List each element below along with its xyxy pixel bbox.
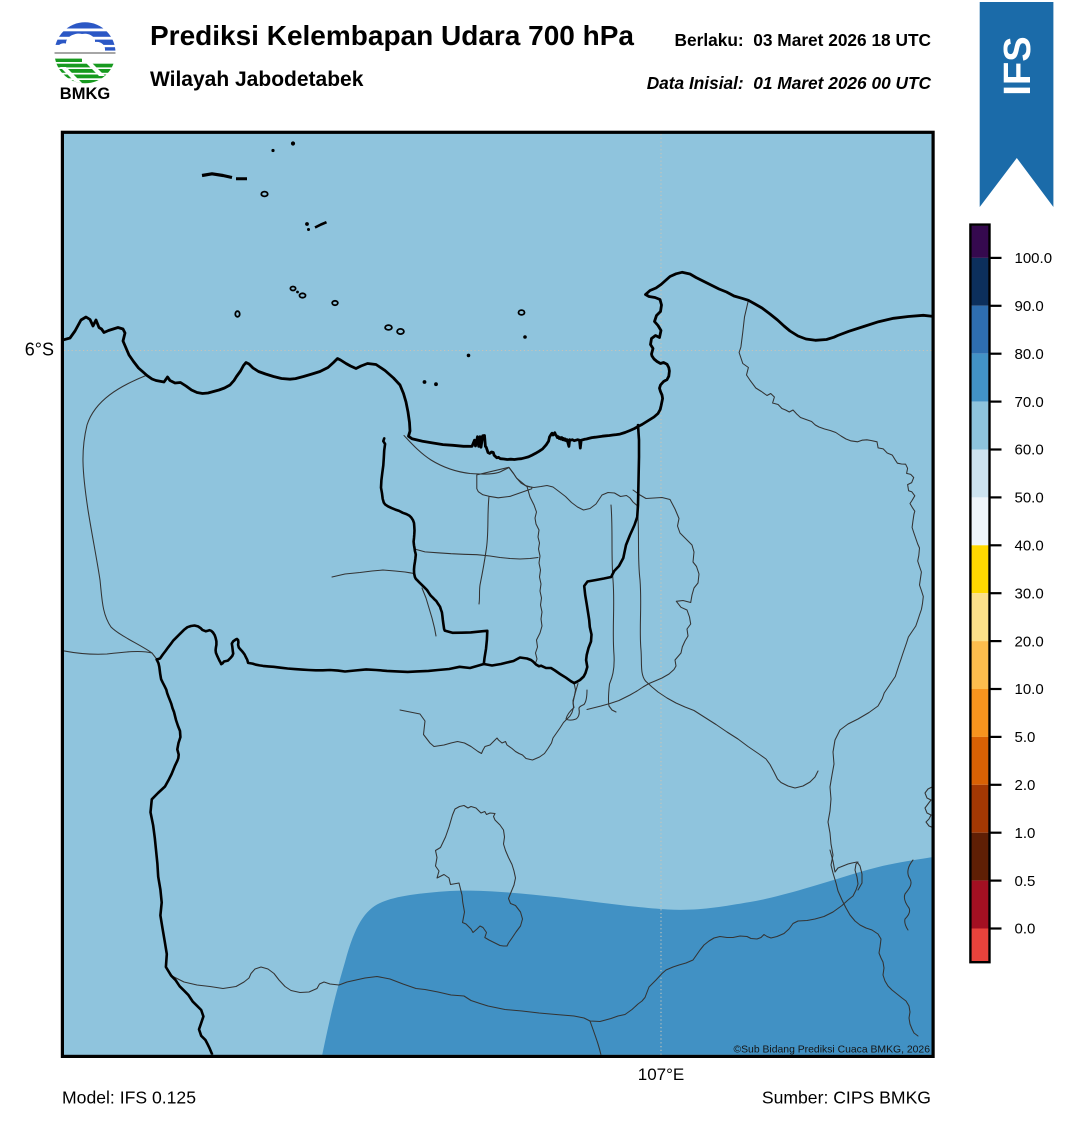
svg-text:5.0: 5.0 [1015, 729, 1036, 746]
svg-text:IFS: IFS [997, 36, 1039, 95]
svg-text:20.0: 20.0 [1015, 633, 1044, 650]
svg-text:BMKG: BMKG [60, 85, 110, 103]
svg-text:107°E: 107°E [638, 1065, 685, 1084]
svg-text:Wilayah Jabodetabek: Wilayah Jabodetabek [150, 68, 364, 91]
svg-text:2.0: 2.0 [1015, 777, 1036, 794]
svg-text:Berlaku: 03 Maret 2026 18 UTC: Berlaku: 03 Maret 2026 18 UTC [675, 30, 931, 50]
svg-text:6°S: 6°S [25, 340, 54, 360]
svg-text:40.0: 40.0 [1015, 538, 1044, 555]
svg-text:30.0: 30.0 [1015, 585, 1044, 602]
svg-text:90.0: 90.0 [1015, 298, 1044, 315]
svg-text:10.0: 10.0 [1015, 681, 1044, 698]
svg-text:Data Inisial: 01 Maret 2026 0: Data Inisial: 01 Maret 2026 00 UTC [647, 73, 932, 93]
svg-text:0.5: 0.5 [1015, 873, 1036, 890]
svg-text:Model: IFS 0.125: Model: IFS 0.125 [62, 1088, 196, 1108]
svg-text:0.0: 0.0 [1015, 921, 1036, 938]
svg-text:50.0: 50.0 [1015, 490, 1044, 507]
svg-text:Sumber: CIPS BMKG: Sumber: CIPS BMKG [762, 1088, 931, 1108]
svg-text:Prediksi Kelembapan Udara 700: Prediksi Kelembapan Udara 700 hPa [150, 20, 634, 51]
svg-text:70.0: 70.0 [1015, 394, 1044, 411]
svg-text:60.0: 60.0 [1015, 442, 1044, 459]
svg-text:80.0: 80.0 [1015, 346, 1044, 363]
svg-text:100.0: 100.0 [1015, 250, 1053, 267]
svg-text:1.0: 1.0 [1015, 825, 1036, 842]
svg-text:©Sub Bidang Prediksi Cuaca BMK: ©Sub Bidang Prediksi Cuaca BMKG, 2026 [733, 1045, 930, 1056]
